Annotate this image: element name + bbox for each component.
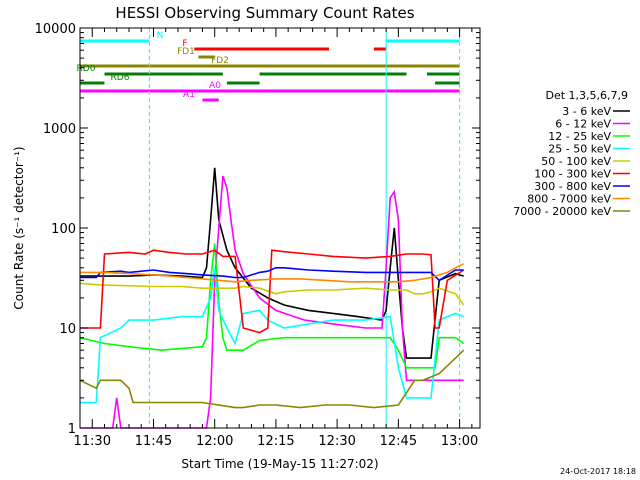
series-line [80, 249, 465, 334]
x-tick-label: 12:00 [196, 434, 233, 449]
data-lines [79, 28, 465, 429]
legend-label: 25 - 50 keV [548, 143, 611, 156]
x-tick-label: 13:00 [441, 434, 478, 449]
legend-label: 12 - 25 keV [548, 130, 611, 143]
x-tick-label: 12:15 [257, 434, 294, 449]
status-bar-label: A1 [183, 90, 195, 100]
series-line [80, 267, 464, 404]
series-line [80, 262, 465, 283]
y-tick-label: 1 [68, 422, 76, 437]
legend-label: 7000 - 20000 keV [513, 205, 611, 218]
legend-label: 300 - 800 keV [534, 180, 611, 193]
legend-label: 800 - 7000 keV [527, 193, 611, 206]
series-line [79, 282, 465, 306]
y-tick-label: 10000 [35, 22, 76, 37]
status-bar-label: FD1 [177, 47, 195, 57]
series-line [80, 167, 464, 359]
x-tick-label: 12:30 [318, 434, 355, 449]
series-line [79, 349, 465, 409]
chart-title: HESSI Observing Summary Count Rates [115, 4, 414, 22]
y-axis-label: Count Rate (s⁻¹ detector⁻¹) [12, 146, 26, 309]
status-bar-label: RD6 [111, 73, 130, 83]
status-bar-label: FD2 [211, 56, 229, 66]
x-tick-label: 11:30 [74, 434, 111, 449]
status-bar-label: F [182, 39, 187, 49]
legend-title: Det 1,3,5,6,7,9 [545, 89, 628, 102]
status-bar-label: N [157, 31, 164, 41]
x-tick-label: 12:45 [380, 434, 417, 449]
series-line [79, 243, 465, 369]
status-bar-label: A0 [209, 81, 221, 91]
legend-label: 50 - 100 keV [541, 155, 611, 168]
y-tick-label: 1000 [43, 122, 76, 137]
x-tick-label: 11:45 [135, 434, 172, 449]
y-tick-label: 10 [59, 322, 76, 337]
legend-label: 3 - 6 keV [562, 105, 611, 118]
y-tick-label: 100 [51, 222, 76, 237]
axes: 1 10 100 1000 10000 11:30 11:45 12:00 12:15 12:30… [35, 22, 481, 449]
status-bar-label: RD0 [77, 64, 96, 74]
legend-label: 100 - 300 keV [534, 168, 611, 181]
footer-timestamp: 24-Oct-2017 18:18 [560, 467, 636, 476]
x-axis-label: Start Time (19-May-15 11:27:02) [181, 457, 378, 471]
series-line [80, 175, 464, 429]
series-line [80, 266, 464, 282]
legend-label: 6 - 12 keV [555, 118, 611, 131]
